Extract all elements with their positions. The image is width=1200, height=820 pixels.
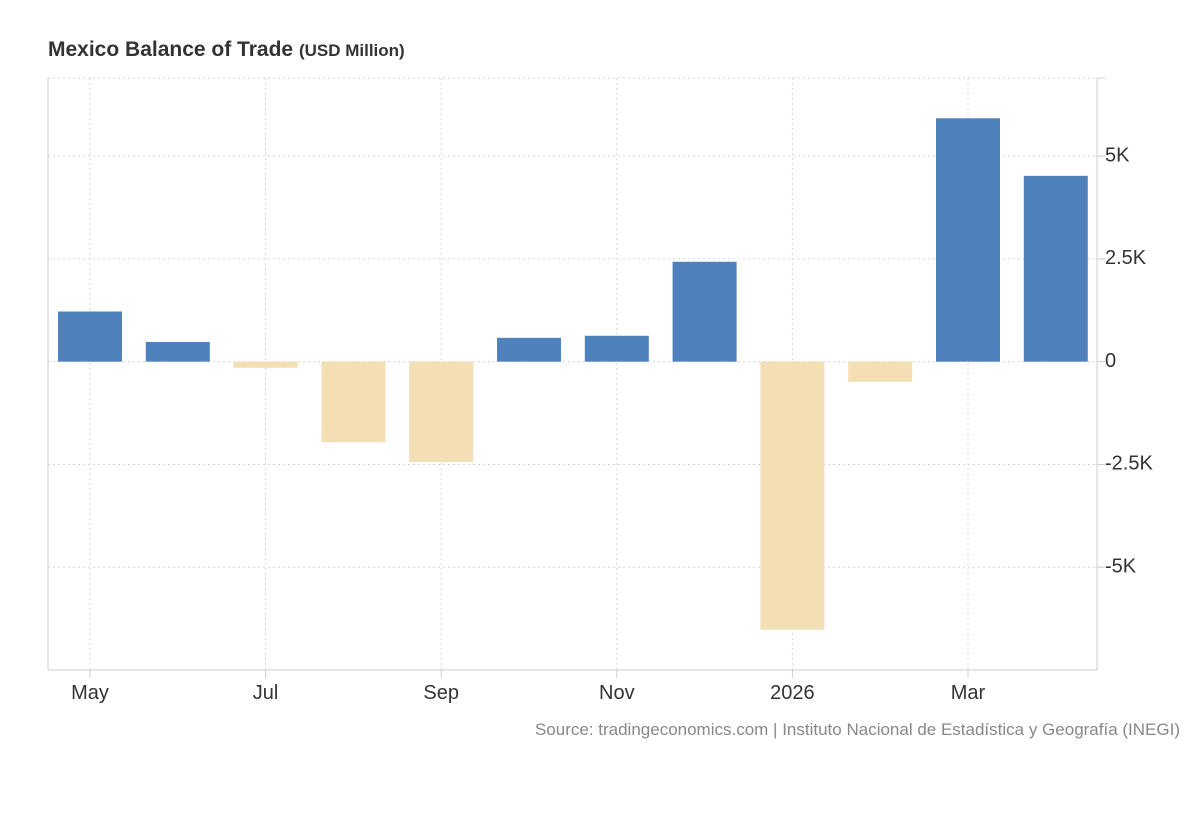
chart-title-text: Mexico Balance of Trade (48, 38, 294, 61)
balance-of-trade-chart: 5K 2.5K 0 -2.5K -5K May Jul Sep Nov 2026 Mar (47, 77, 1153, 704)
bar-jul (233, 361, 298, 368)
x-tick-label: Mar (951, 682, 986, 704)
bars-layer (58, 118, 1088, 630)
y-tick-label: 5K (1105, 144, 1130, 166)
bar-oct (497, 337, 561, 362)
bar-aug (321, 361, 386, 443)
bar-dec (672, 261, 737, 362)
chart-title: Mexico Balance of Trade (USD Million) (48, 38, 405, 62)
x-tick-label: May (71, 682, 109, 704)
y-tick-label: -5K (1105, 556, 1137, 578)
bar-feb (848, 361, 913, 382)
bar-2026 (760, 361, 825, 630)
bar-sep (409, 361, 474, 462)
bar-nov (584, 335, 649, 362)
x-tick-label: Nov (599, 682, 635, 704)
bar-may (58, 311, 122, 362)
bar-apr (1023, 175, 1088, 362)
y-tick-label: 0 (1105, 350, 1116, 372)
chart-unit-label: (USD Million) (298, 41, 405, 60)
x-tick-label: Sep (423, 682, 459, 704)
source-note: Source: tradingeconomics.com | Instituto… (534, 720, 1180, 739)
axis-layer (47, 77, 1105, 678)
y-tick-label: -2.5K (1105, 453, 1153, 475)
y-tick-label: 2.5K (1105, 247, 1147, 269)
bar-mar (936, 118, 1000, 362)
x-tick-label: Jul (253, 682, 279, 704)
bar-jun (145, 341, 210, 362)
labels-layer: 5K 2.5K 0 -2.5K -5K May Jul Sep Nov 2026 Mar (71, 144, 1153, 704)
x-tick-label: 2026 (770, 682, 815, 704)
